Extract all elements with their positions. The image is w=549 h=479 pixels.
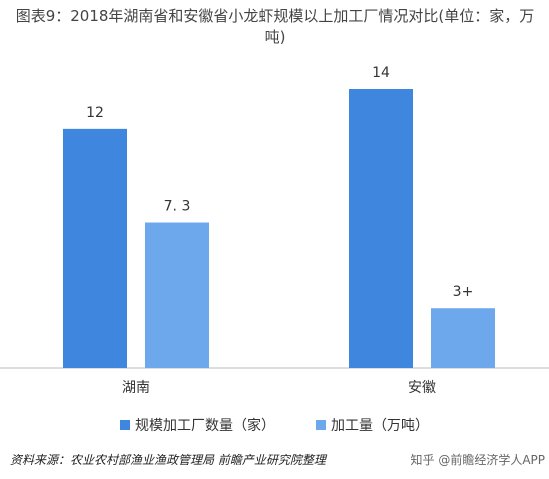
legend-swatch — [316, 420, 326, 430]
watermark: 知乎 @前瞻经济学人APP — [410, 453, 546, 467]
legend-label: 加工量（万吨） — [331, 418, 429, 434]
legend-swatch — [120, 420, 130, 430]
bar — [145, 222, 209, 368]
data-label: 7. 3 — [164, 199, 191, 215]
data-label: 14 — [372, 65, 390, 81]
x-tick-label: 安徽 — [408, 380, 436, 396]
data-label: 3+ — [453, 284, 474, 300]
data-label: 12 — [86, 105, 104, 121]
bar — [431, 308, 495, 368]
legend-label: 规模加工厂数量（家） — [135, 417, 275, 434]
source-note: 资料来源：农业农村部渔业渔政管理局 前瞻产业研究院整理 — [10, 453, 326, 467]
x-tick-label: 湖南 — [122, 380, 150, 396]
chart-title: 图表9：2018年湖南省和安徽省小龙虾规模以上加工厂情况对比(单位：家，万吨) — [15, 7, 535, 46]
bar — [349, 89, 413, 368]
bar — [63, 128, 127, 368]
